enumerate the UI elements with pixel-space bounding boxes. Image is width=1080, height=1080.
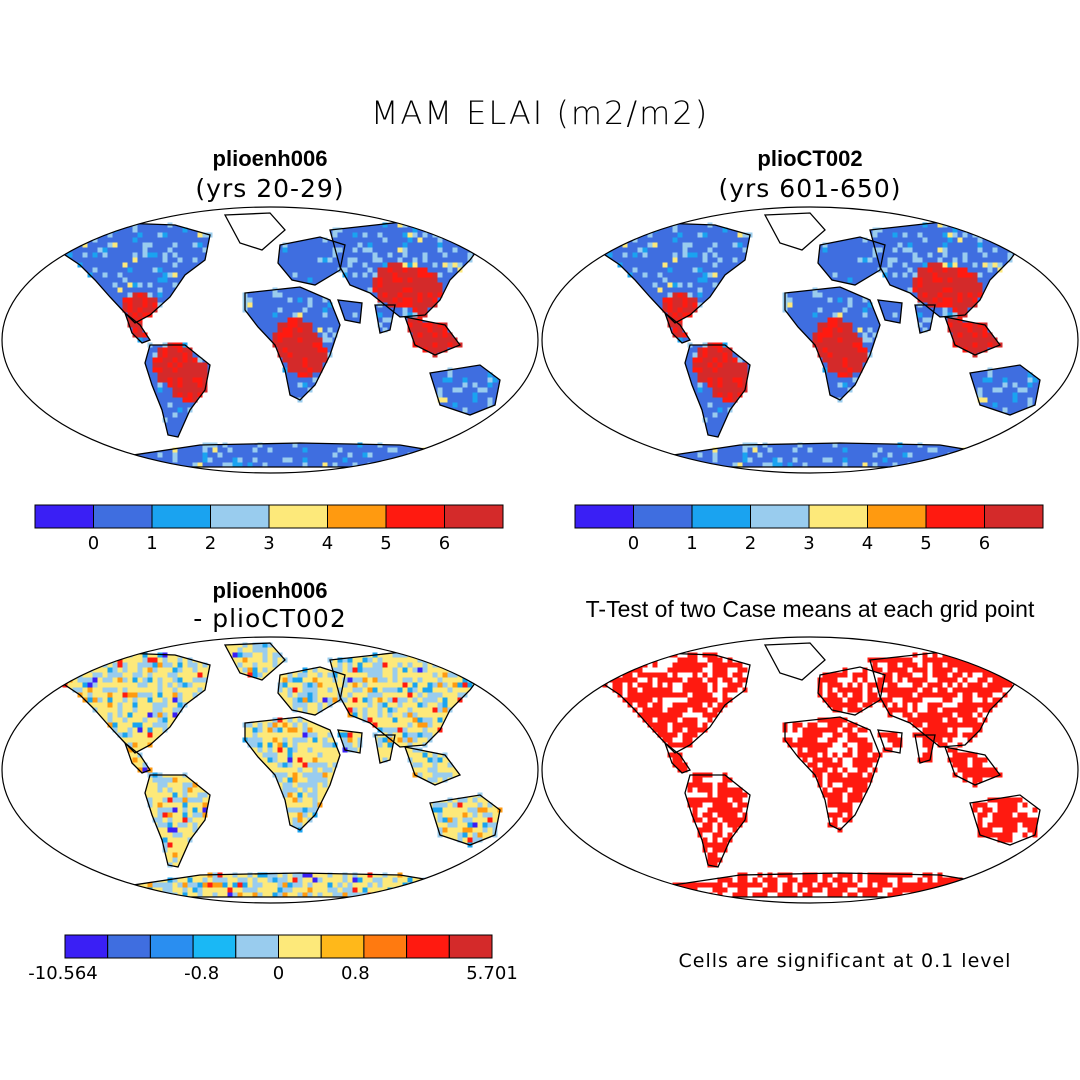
- panel1-subtitle: (yrs 20-29): [195, 174, 345, 203]
- colorbar-box: [363, 934, 408, 959]
- colorbar-tick-label: 5: [920, 533, 931, 554]
- colorbar-box: [268, 504, 328, 529]
- colorbar-panel-2: 0 1 2 3 4 5 6: [574, 504, 1044, 554]
- colorbar-box: [107, 934, 151, 959]
- colorbar-box: [278, 934, 322, 959]
- panel2-subtitle: (yrs 601-650): [718, 174, 902, 203]
- map-panel-3: [1, 636, 539, 904]
- colorbar-box: [93, 504, 153, 529]
- panel1-title: plioenh006: [212, 146, 328, 171]
- colorbar-tick-label: 4: [862, 533, 873, 554]
- colorbar-box: [448, 934, 493, 959]
- colorbar-box: [151, 504, 211, 529]
- colorbar-box: [149, 934, 194, 959]
- colorbar-box: [320, 934, 365, 959]
- figure-title: MAM ELAI (m2/m2): [370, 94, 710, 132]
- panel3-subtitle: - plioCT002: [193, 604, 347, 633]
- colorbar-tick-label: 0: [88, 533, 99, 554]
- colorbar-box: [406, 934, 450, 959]
- colorbar-box: [574, 504, 634, 529]
- colorbar-box: [327, 504, 387, 529]
- colorbar-box: [750, 504, 810, 529]
- colorbar-tick-label: 4: [322, 533, 333, 554]
- colorbar-box: [192, 934, 237, 959]
- panel3-title: plioenh006: [212, 578, 328, 603]
- colorbar-box: [34, 504, 94, 529]
- colorbar-tick-label: 6: [979, 533, 990, 554]
- colorbar-tick-label: 0: [628, 533, 639, 554]
- colorbar-panel-3: -10.564 -0.8 0 0.8 5.701: [28, 934, 518, 984]
- colorbar-tick-label: 5: [380, 533, 391, 554]
- colorbar-box: [444, 504, 504, 529]
- colorbar-box: [64, 934, 109, 959]
- panel4-title: T-Test of two Case means at each grid po…: [585, 596, 1035, 622]
- colorbar-box: [691, 504, 751, 529]
- colorbar-tick-label: 6: [439, 533, 450, 554]
- map-panel-4: [541, 636, 1079, 904]
- colorbar-tick-label: 0.8: [341, 963, 370, 984]
- colorbar-box: [210, 504, 270, 529]
- significance-note: Cells are significant at 0.1 level: [678, 950, 1012, 972]
- panel2-title: plioCT002: [757, 146, 863, 171]
- map-panel-2: [541, 206, 1079, 474]
- colorbar-box: [235, 934, 280, 959]
- colorbar-box: [925, 504, 985, 529]
- colorbar-box: [867, 504, 927, 529]
- colorbar-tick-label: 0: [273, 963, 284, 984]
- colorbar-box: [984, 504, 1044, 529]
- colorbar-tick-label: 1: [686, 533, 697, 554]
- colorbar-panel-1: 0 1 2 3 4 5 6: [34, 504, 504, 554]
- land-greenland: [765, 213, 825, 250]
- colorbar-tick-label: 2: [205, 533, 216, 554]
- colorbar-tick-label: -10.564: [28, 963, 97, 984]
- land-greenland: [765, 643, 825, 680]
- colorbar-box: [808, 504, 868, 529]
- colorbar-box: [385, 504, 445, 529]
- colorbar-tick-label: 2: [745, 533, 756, 554]
- land-greenland: [225, 213, 285, 250]
- colorbar-tick-label: 3: [803, 533, 814, 554]
- colorbar-tick-label: -0.8: [184, 963, 219, 984]
- colorbar-box: [633, 504, 693, 529]
- colorbar-tick-label: 1: [146, 533, 157, 554]
- colorbar-tick-label: 5.701: [466, 963, 518, 984]
- colorbar-tick-label: 3: [263, 533, 274, 554]
- map-panel-1: [1, 206, 539, 474]
